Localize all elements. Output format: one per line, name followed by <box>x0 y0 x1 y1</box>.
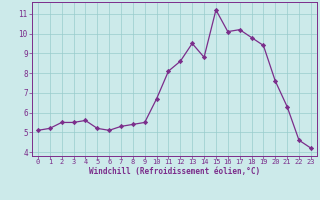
X-axis label: Windchill (Refroidissement éolien,°C): Windchill (Refroidissement éolien,°C) <box>89 167 260 176</box>
